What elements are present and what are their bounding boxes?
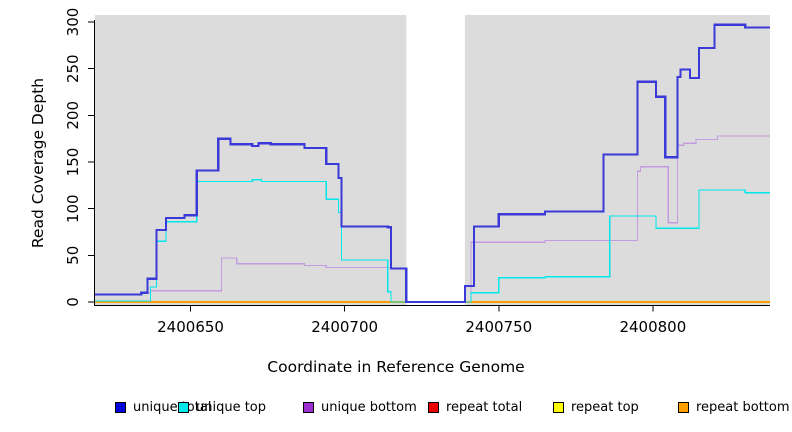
legend-swatch-icon (178, 401, 189, 413)
x-tick-label: 2400800 (619, 318, 686, 336)
x-axis-title: Coordinate in Reference Genome (267, 358, 525, 376)
legend-swatch-icon (115, 401, 126, 413)
legend-swatch-icon (428, 401, 439, 413)
legend-swatch-icon (553, 401, 564, 413)
legend-label: repeat total (446, 399, 523, 415)
legend-label: repeat top (571, 399, 639, 415)
legend-label: repeat bottom (696, 399, 790, 415)
chart-legend: unique total unique top unique bottom repea… (0, 399, 792, 417)
series-line-unique-total (95, 23, 770, 304)
y-axis-title: Read Coverage Depth (29, 77, 47, 249)
x-tick-label: 2400700 (311, 318, 378, 336)
y-tick-label: 150 (64, 148, 82, 177)
legend-swatch-icon (678, 401, 689, 413)
legend-item-unique-total: unique total (115, 399, 211, 415)
legend-item-repeat-top: repeat top (553, 399, 639, 415)
legend-label: unique total (133, 399, 212, 415)
y-tick-label: 300 (64, 8, 82, 37)
no-data-gap-region (406, 15, 465, 305)
legend-item-repeat-total: repeat total (428, 399, 522, 415)
y-tick-label: 50 (64, 246, 82, 265)
y-tick-label: 0 (64, 297, 82, 307)
legend-label: unique top (196, 399, 267, 415)
y-tick-label: 100 (64, 194, 82, 223)
legend-label: unique bottom (321, 399, 417, 415)
y-tick-label: 250 (64, 54, 82, 83)
x-tick-label: 2400650 (157, 318, 224, 336)
series-line-unique-top (95, 179, 770, 303)
y-tick-label: 200 (64, 101, 82, 130)
legend-swatch-icon (303, 401, 314, 413)
legend-item-unique-top: unique top (178, 399, 266, 415)
x-tick-label: 2400750 (465, 318, 532, 336)
series-line-unique-bottom (95, 135, 770, 303)
legend-item-repeat-bottom: repeat bottom (678, 399, 790, 415)
legend-item-unique-bottom: unique bottom (303, 399, 417, 415)
